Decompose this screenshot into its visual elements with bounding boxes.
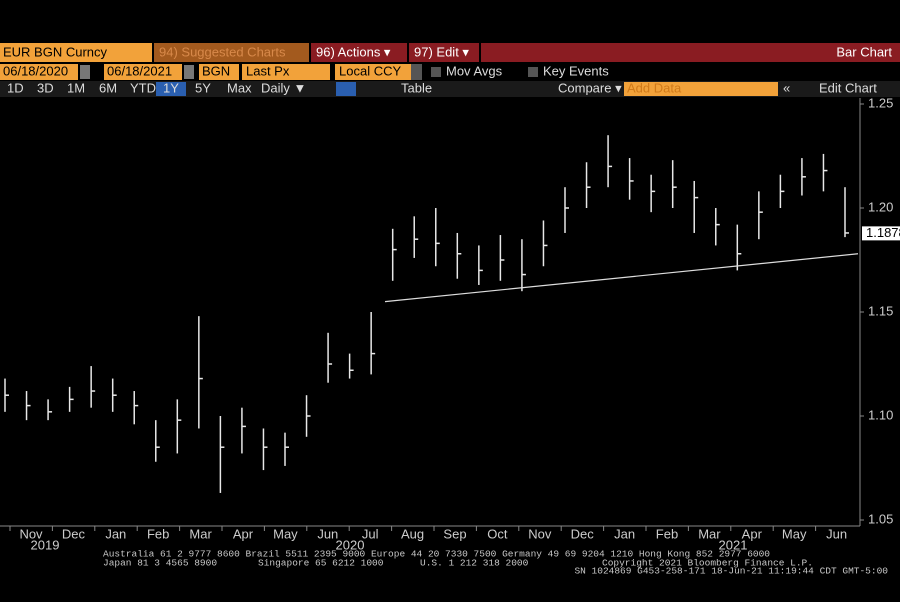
x-tick-label: May (782, 526, 807, 541)
frequency[interactable]: Daily ▼ (261, 80, 306, 95)
x-tick-label: Aug (401, 526, 424, 541)
start-date: 06/18/2020 (3, 63, 68, 78)
y-tick-label: 1.20 (868, 199, 893, 214)
source: BGN (202, 63, 230, 78)
calendar-icon[interactable] (80, 65, 90, 79)
currency-field[interactable] (335, 64, 411, 80)
footer-session: SN 1024869 G453-258-171 18-Jun-21 11:19:… (574, 566, 888, 577)
title-bar (481, 43, 900, 62)
x-tick-label: Jun (826, 526, 847, 541)
period-button[interactable]: 1D (7, 80, 24, 95)
x-tick-label: Dec (571, 526, 595, 541)
compare-button[interactable]: Compare ▾ (558, 80, 622, 95)
calendar-icon[interactable] (184, 65, 194, 79)
trend-line (384, 253, 859, 303)
x-tick-label: May (273, 526, 298, 541)
x-tick-label: Apr (742, 526, 763, 541)
period-button[interactable]: 1Y (163, 80, 179, 95)
footer-us: U.S. 1 212 318 2000 (420, 558, 529, 569)
chart-type: Bar Chart (836, 44, 892, 59)
edit-button[interactable] (409, 43, 479, 62)
actions-button[interactable] (311, 43, 407, 62)
edit-chart-button[interactable]: Edit Chart (819, 80, 877, 95)
security: EUR BGN Curncy (3, 44, 108, 59)
x-tick-label: Apr (233, 526, 254, 541)
y-tick-label: 1.25 (868, 95, 893, 110)
period-button[interactable]: YTD (130, 80, 156, 95)
period-button[interactable]: 1M (67, 80, 85, 95)
add-data-field[interactable] (624, 82, 778, 96)
x-tick-label: Jun (317, 526, 338, 541)
x-tick-label: Sep (443, 526, 466, 541)
x-tick-label: Oct (487, 526, 508, 541)
collapse-button[interactable]: « (783, 80, 790, 95)
footer-singapore: Singapore 65 6212 1000 (258, 558, 384, 569)
year-label: 2020 (336, 537, 365, 552)
x-tick-label: Nov (19, 526, 43, 541)
x-tick-label: Feb (147, 526, 169, 541)
end-date: 06/18/2021 (107, 63, 172, 78)
table-button[interactable]: Table (401, 80, 432, 95)
suggested: 94) Suggested Charts (159, 44, 286, 59)
y-tick-label: 1.05 (868, 511, 893, 526)
x-tick-label: Mar (189, 526, 212, 541)
source-field[interactable] (199, 64, 239, 80)
x-tick-label: Jan (105, 526, 126, 541)
checkbox[interactable] (528, 67, 538, 77)
last-price-box (862, 226, 900, 241)
checkbox[interactable] (431, 67, 441, 77)
add-data: Add Data (627, 80, 682, 95)
y-tick-label: 1.10 (868, 407, 893, 422)
x-tick-label: Feb (656, 526, 678, 541)
footer-contacts: Australia 61 2 9777 8600 Brazil 5511 239… (103, 549, 770, 560)
x-tick-label: Dec (62, 526, 86, 541)
period-button[interactable]: 5Y (195, 80, 211, 95)
period-selected (156, 82, 186, 96)
year-label: 2019 (31, 537, 60, 552)
x-tick-label: Nov (528, 526, 552, 541)
field-box[interactable] (242, 64, 330, 80)
period-button[interactable]: 6M (99, 80, 117, 95)
plot: 1.05 1.10 1.15 1.20 1.25 Nov Dec Jan Feb Mar Apr Ma… (4, 95, 900, 552)
period-button[interactable]: Max (227, 80, 252, 95)
key-events: Key Events (543, 63, 609, 78)
footer-japan: Japan 81 3 4565 8900 (103, 558, 217, 569)
suggested-button[interactable] (154, 43, 309, 62)
period-buttons: 1D 3D 1M 6M YTD 1Y 5Y Max (7, 80, 252, 96)
security-box[interactable] (0, 43, 152, 62)
x-tick-label: Jul (362, 526, 379, 541)
period-button[interactable]: 3D (37, 80, 54, 95)
field: Last Px (246, 63, 290, 78)
y-tick-label: 1.15 (868, 303, 893, 318)
start-date-field[interactable] (0, 64, 78, 80)
year-label: 2021 (719, 537, 748, 552)
actions: 96) Actions ▾ (316, 44, 391, 59)
end-date-field[interactable] (104, 64, 182, 80)
last-price-label: 1.1878 (866, 225, 900, 240)
footer-copyright: Copyright 2021 Bloomberg Finance L.P. (602, 558, 813, 569)
x-tick-label: Mar (698, 526, 721, 541)
x-tick-label: Jan (614, 526, 635, 541)
edit: 97) Edit ▾ (414, 44, 469, 59)
dropdown-button[interactable] (411, 64, 422, 80)
chart-style-button[interactable] (336, 82, 356, 96)
mov-avgs: Mov Avgs (446, 63, 503, 78)
currency: Local CCY (339, 63, 401, 78)
